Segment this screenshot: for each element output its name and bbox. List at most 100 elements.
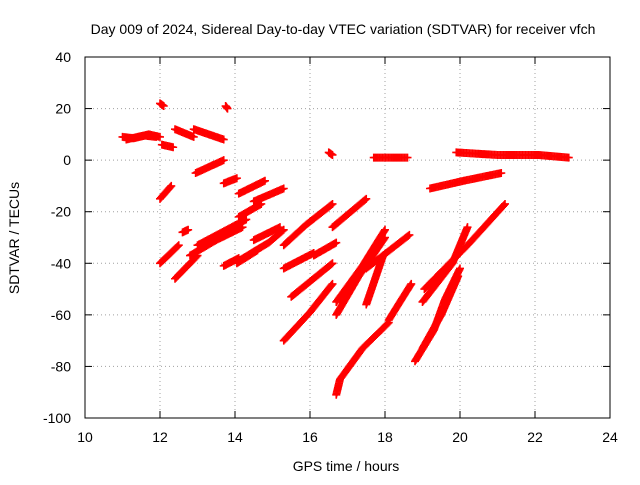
data-point (328, 279, 337, 288)
y-axis-label: SDTVAR / TECUs (6, 182, 22, 294)
data-point (454, 272, 463, 281)
series-trace-05 (171, 125, 198, 141)
series-trace-08 (156, 181, 176, 203)
data-point (327, 200, 336, 209)
series-trace-25 (309, 238, 341, 260)
data-point (174, 241, 183, 250)
data-point (328, 150, 337, 159)
data-points (118, 99, 573, 399)
series-trace-33 (384, 279, 416, 325)
data-point (407, 279, 416, 288)
series-trace-36 (369, 153, 412, 162)
series-trace-29 (328, 194, 371, 232)
x-tick-label: 22 (527, 429, 543, 445)
data-point (380, 234, 389, 243)
data-point (463, 223, 472, 232)
data-point (156, 132, 164, 141)
data-point (173, 242, 182, 251)
x-tick-label: 12 (152, 429, 168, 445)
data-point (159, 101, 168, 110)
series-trace-26 (287, 259, 337, 301)
x-tick-label: 16 (302, 429, 318, 445)
data-point (232, 174, 241, 183)
data-point (242, 215, 251, 224)
series-trace-10 (219, 174, 241, 188)
series-trace-23 (279, 199, 337, 250)
series-trace-09 (191, 156, 228, 178)
data-point (167, 181, 176, 190)
data-point (327, 260, 336, 269)
data-point (219, 135, 228, 144)
data-point (328, 259, 337, 268)
x-tick-label: 10 (77, 429, 93, 445)
series-trace-07 (221, 101, 232, 113)
series-trace-15 (178, 225, 193, 237)
data-point (403, 153, 412, 162)
series-trace-42 (418, 272, 463, 353)
y-tick-label: 40 (55, 49, 71, 65)
series-trace-02 (122, 130, 164, 144)
series-trace-31 (332, 233, 389, 319)
x-axis-label: GPS time / hours (293, 458, 400, 474)
series-trace-28 (324, 148, 337, 159)
series-trace-13 (156, 241, 183, 268)
series-trace-06 (189, 125, 228, 144)
data-point (383, 319, 392, 328)
data-point (361, 195, 370, 204)
data-point (564, 153, 573, 162)
y-tick-label: -40 (51, 255, 71, 271)
series-trace-11 (234, 176, 269, 198)
series-trace-37 (426, 169, 506, 193)
series-trace-12 (249, 184, 288, 206)
x-tick-label: 20 (452, 429, 468, 445)
series-trace-38 (452, 148, 573, 162)
series-trace-27 (279, 279, 337, 345)
data-point (261, 176, 269, 185)
data-point (381, 225, 389, 234)
data-point (381, 233, 389, 242)
x-tick-label: 24 (602, 429, 618, 445)
y-tick-label: -100 (43, 410, 71, 426)
series-trace-04 (157, 140, 178, 152)
series-trace-35 (362, 230, 414, 273)
y-tick-label: 20 (55, 101, 71, 117)
series-trace-40 (420, 199, 509, 294)
series-trace-22 (249, 223, 284, 245)
series-trace-03 (156, 99, 168, 110)
data-point (166, 183, 175, 192)
data-point (362, 194, 371, 203)
data-point (257, 199, 266, 208)
plot-border (84, 56, 611, 419)
data-point (223, 104, 232, 113)
data-point (404, 231, 413, 240)
data-point (276, 223, 284, 232)
data-point (219, 156, 228, 165)
data-point (456, 264, 464, 273)
data-point (501, 199, 509, 208)
data-point (169, 143, 178, 152)
data-point (328, 199, 337, 208)
series-trace-20 (234, 199, 266, 221)
series-trace-32 (332, 318, 393, 399)
y-tick-label: 0 (63, 152, 71, 168)
series-trace-34 (362, 251, 388, 309)
y-tick-label: -20 (51, 204, 71, 220)
data-point (405, 230, 414, 239)
x-tick-label: 18 (377, 429, 393, 445)
y-tick-label: -60 (51, 307, 71, 323)
data-point (327, 281, 336, 290)
data-point (184, 225, 193, 234)
axis-ticks: 10 12 14 16 18 20 22 24 -100 -80 -60 -40 -20 0 20 40 (43, 49, 618, 445)
plot-frame (84, 56, 611, 419)
data-point (279, 184, 288, 193)
series-trace-21 (234, 225, 288, 265)
data-point (497, 169, 506, 178)
data-point (500, 201, 509, 210)
x-tick-label: 14 (227, 429, 243, 445)
series-trace-17 (193, 215, 251, 250)
data-point (332, 238, 341, 247)
data-point (189, 132, 198, 141)
